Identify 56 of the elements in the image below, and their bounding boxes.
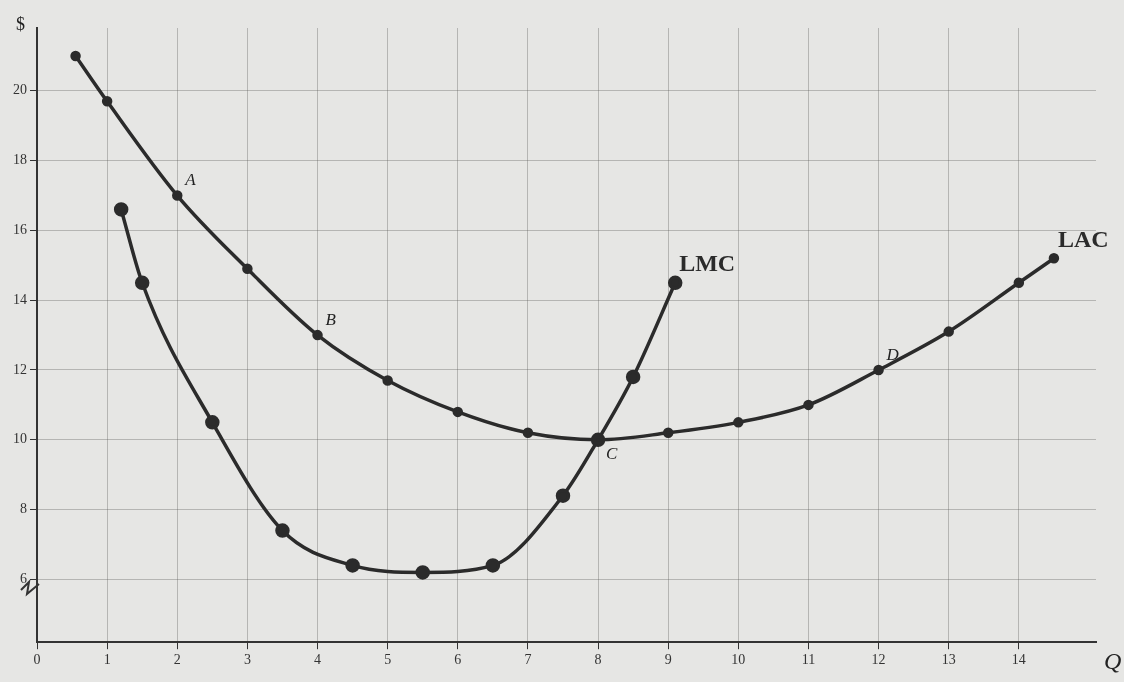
point bbox=[172, 190, 183, 201]
point bbox=[452, 406, 464, 418]
point bbox=[1013, 277, 1025, 288]
y-tick-label: 20 bbox=[13, 82, 27, 98]
point bbox=[275, 523, 290, 538]
point bbox=[522, 427, 534, 439]
x-tick-label: 7 bbox=[524, 652, 532, 668]
y-tick-label: 10 bbox=[13, 431, 27, 447]
y-tick-label: 12 bbox=[13, 361, 27, 377]
annotation: A bbox=[184, 170, 197, 190]
x-tick-label: 1 bbox=[103, 652, 111, 668]
point bbox=[415, 565, 430, 580]
point bbox=[667, 275, 683, 290]
x-tick-label: 12 bbox=[871, 652, 886, 668]
x-axis-title: Q bbox=[1104, 647, 1122, 674]
point bbox=[803, 399, 814, 411]
y-tick-label: 16 bbox=[13, 222, 27, 238]
x-tick-label: 13 bbox=[941, 652, 956, 668]
point bbox=[662, 427, 674, 439]
point bbox=[625, 369, 641, 385]
point bbox=[1048, 253, 1060, 264]
point bbox=[943, 326, 954, 337]
y-axis-title: $ bbox=[16, 13, 25, 34]
x-tick-label: 0 bbox=[33, 652, 41, 668]
x-tick-label: 9 bbox=[664, 652, 672, 668]
annotation: D bbox=[885, 344, 900, 364]
x-tick-label: 8 bbox=[594, 652, 602, 668]
x-tick-label: 14 bbox=[1011, 652, 1026, 668]
point bbox=[485, 558, 501, 573]
point bbox=[113, 202, 129, 217]
annotation: B bbox=[325, 310, 337, 330]
x-tick-label: 4 bbox=[314, 652, 322, 668]
point bbox=[555, 488, 571, 503]
x-tick-label: 6 bbox=[454, 652, 462, 668]
point bbox=[205, 415, 220, 430]
y-tick-label: 6 bbox=[20, 571, 27, 587]
x-tick-label: 10 bbox=[731, 652, 746, 668]
point bbox=[345, 558, 360, 573]
point bbox=[312, 329, 323, 341]
y-tick-label: 18 bbox=[13, 152, 27, 168]
point bbox=[70, 50, 81, 62]
x-tick-label: 3 bbox=[243, 652, 251, 668]
point bbox=[242, 263, 253, 275]
series-label: LAC bbox=[1057, 225, 1109, 252]
point bbox=[873, 364, 884, 376]
x-tick-label: 5 bbox=[384, 652, 392, 668]
point bbox=[382, 375, 393, 386]
x-tick-label: 2 bbox=[173, 652, 181, 668]
point bbox=[134, 275, 150, 290]
y-tick-label: 8 bbox=[20, 501, 27, 517]
x-tick-label: 11 bbox=[801, 652, 816, 668]
annotation: C bbox=[606, 443, 619, 463]
point bbox=[733, 417, 744, 428]
point bbox=[101, 96, 113, 107]
series-label: LMC bbox=[679, 249, 736, 276]
y-tick-label: 14 bbox=[13, 291, 27, 307]
